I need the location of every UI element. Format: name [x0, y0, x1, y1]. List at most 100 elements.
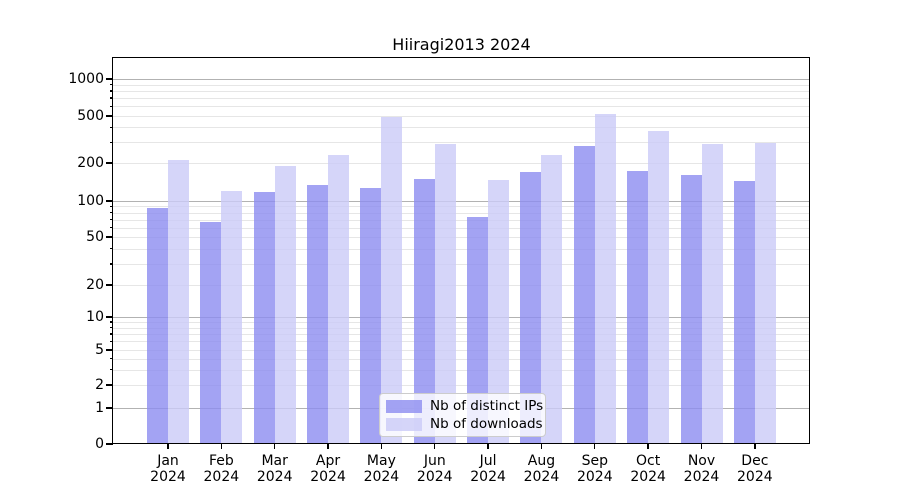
minor-gridline — [113, 248, 810, 250]
y-tick-label: 0 — [95, 436, 104, 452]
x-tick-year: 2024 — [683, 469, 720, 485]
bar-downloads-may — [381, 116, 403, 444]
bar-downloads-mar — [274, 165, 296, 444]
y-tick-mark — [106, 316, 113, 318]
x-tick-mark — [434, 444, 436, 449]
y-tick-mark — [106, 236, 113, 238]
minor-gridline — [113, 98, 810, 100]
x-tick-month: Jun — [423, 453, 446, 469]
bar-distinct-ips-mar — [253, 192, 275, 444]
y-minor-tick-mark — [109, 218, 113, 221]
x-tick-label: Aug 2024 — [501, 453, 581, 485]
bar-distinct-ips-apr — [307, 185, 329, 444]
minor-gridline — [113, 142, 810, 144]
y-minor-tick-mark — [109, 263, 113, 265]
x-tick-year: 2024 — [416, 469, 453, 485]
x-tick-mark — [540, 444, 543, 449]
y-tick-label: 200 — [77, 155, 104, 171]
legend-label-distinct-ips: Nb of distinct IPs — [430, 398, 544, 414]
bar-downloads-nov — [701, 143, 723, 444]
y-tick-mark — [106, 115, 113, 117]
minor-gridline — [113, 263, 810, 265]
bar-downloads-jul — [488, 179, 510, 444]
x-tick-year: 2024 — [310, 469, 346, 485]
minor-gridline — [113, 350, 810, 351]
bar-downloads-apr — [328, 154, 350, 444]
x-tick-year: 2024 — [203, 469, 240, 485]
bar-distinct-ips-dec — [733, 181, 755, 444]
x-tick-month: May — [366, 453, 396, 469]
legend-item-distinct-ips: Nb of distinct IPs — [386, 398, 543, 414]
x-tick-label: May 2024 — [341, 453, 421, 485]
bar-distinct-ips-feb — [200, 221, 222, 444]
y-tick-label: 5 — [95, 342, 104, 358]
bar-distinct-ips-jul — [467, 217, 489, 444]
x-tick-mark — [327, 444, 329, 449]
y-minor-tick-mark — [109, 205, 113, 208]
x-tick-mark — [594, 444, 596, 449]
y-tick-label: 100 — [77, 193, 104, 209]
legend: Nb of distinct IPs Nb of downloads — [379, 393, 546, 437]
minor-gridline — [113, 358, 810, 360]
y-tick-mark — [106, 443, 113, 445]
minor-gridline — [113, 206, 810, 208]
x-tick-year: 2024 — [470, 469, 506, 485]
minor-gridline — [113, 385, 810, 386]
x-tick-label: Jul 2024 — [448, 453, 528, 485]
x-tick-mark — [647, 444, 649, 449]
x-tick-mark — [167, 444, 169, 449]
bar-distinct-ips-aug — [520, 171, 542, 444]
legend-label-downloads: Nb of downloads — [430, 416, 543, 432]
y-minor-tick-mark — [109, 84, 113, 86]
x-tick-label: Mar 2024 — [235, 453, 315, 485]
minor-gridline — [113, 237, 810, 238]
x-tick-label: Apr 2024 — [288, 453, 368, 485]
bar-distinct-ips-sep — [573, 145, 595, 444]
minor-gridline — [113, 106, 810, 108]
x-tick-month: Oct — [636, 453, 661, 469]
minor-gridline — [113, 369, 810, 371]
y-minor-tick-mark — [109, 340, 113, 343]
x-tick-label: Nov 2024 — [662, 453, 742, 485]
y-minor-tick-mark — [109, 368, 113, 371]
x-tick-mark — [380, 444, 383, 449]
y-minor-tick-mark — [109, 357, 113, 360]
x-tick-label: Dec 2024 — [715, 453, 795, 485]
minor-gridline — [113, 116, 810, 117]
minor-gridline — [113, 285, 810, 286]
bar-distinct-ips-jan — [147, 207, 168, 444]
y-tick-label: 50 — [86, 229, 104, 245]
bar-downloads-feb — [221, 191, 243, 444]
bar-downloads-aug — [541, 154, 563, 444]
minor-gridline — [113, 219, 810, 221]
y-minor-tick-mark — [109, 211, 113, 214]
bar-downloads-oct — [648, 131, 670, 444]
y-tick-label: 2 — [95, 377, 104, 393]
x-tick-label: Jan 2024 — [128, 453, 208, 485]
major-gridline — [113, 317, 810, 318]
y-minor-tick-mark — [109, 141, 113, 143]
x-tick-mark — [754, 444, 756, 449]
x-tick-year: 2024 — [150, 469, 186, 485]
minor-gridline — [113, 322, 810, 324]
y-tick-label: 1 — [95, 400, 104, 416]
y-tick-mark — [106, 407, 113, 409]
y-minor-tick-mark — [109, 327, 113, 329]
y-tick-mark — [106, 78, 113, 80]
legend-swatch-distinct-ips-icon — [386, 399, 422, 413]
x-tick-month: Feb — [208, 453, 234, 469]
x-tick-label: Jun 2024 — [395, 453, 475, 485]
major-gridline — [113, 79, 810, 80]
x-tick-month: Jan — [157, 453, 179, 469]
x-tick-mark — [220, 444, 223, 449]
minor-gridline — [113, 84, 810, 86]
minor-gridline — [113, 341, 810, 343]
y-minor-tick-mark — [109, 226, 113, 229]
x-tick-label: Feb 2024 — [181, 453, 261, 485]
x-tick-mark — [487, 444, 489, 449]
x-tick-year: 2024 — [523, 469, 560, 485]
minor-gridline — [113, 333, 810, 335]
bar-downloads-jan — [168, 159, 189, 444]
minor-gridline — [113, 212, 810, 214]
